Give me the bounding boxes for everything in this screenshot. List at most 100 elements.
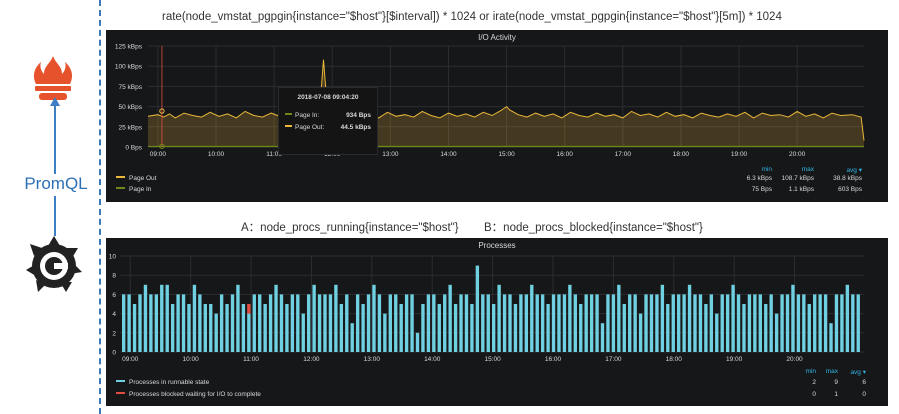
runnable-bar [530,284,534,352]
runnable-bar [230,294,235,352]
runnable-bar [486,294,490,352]
runnable-bar [573,294,577,352]
runnable-bar [290,294,295,352]
runnable-bar [279,294,284,352]
runnable-bar [470,304,474,352]
io-tooltip: 2018-07-08 09:04:20 Page In: 934 Bps Pag… [278,87,378,155]
runnable-bar [247,313,251,352]
runnable-bar [660,284,665,352]
runnable-bar [448,284,452,352]
runnable-bar [709,294,714,352]
runnable-bar [296,294,300,352]
proc-x-tick-label: 17:00 [605,356,622,363]
runnable-bar [753,294,757,352]
io-x-tick-label: 16:00 [557,151,574,158]
runnable-bar [225,304,229,352]
io-legend-item-page-in[interactable]: Page In [116,186,151,196]
runnable-bar [715,313,719,352]
runnable-bar [415,332,420,352]
proc-legend-header-avg[interactable]: avg ▾ [850,369,866,376]
runnable-bar [410,294,414,352]
proc-legend-item-runnable[interactable]: Processes in runnable state [116,379,209,389]
page-out-line [147,59,865,141]
io-legend-header-max[interactable]: max [801,166,814,173]
runnable-bar [644,294,648,352]
runnable-bar [214,313,218,352]
runnable-bar [851,294,855,352]
proc-legend-header-min[interactable]: min [805,368,816,375]
runnable-bar [774,313,779,352]
runnable-bar [258,294,262,352]
proc-y-tick-label: 6 [112,292,116,299]
io-x-tick-label: 15:00 [498,151,515,158]
runnable-bar [192,284,197,352]
runnable-bar [649,294,654,352]
proc-blocked-min: 0 [812,391,816,398]
io-page-in-min: 75 Bps [751,186,772,193]
tooltip-value-page-out: 44.5 kBps [340,124,371,131]
proc-x-tick-label: 18:00 [666,356,683,363]
io-page-out-max: 108.7 kBps [781,175,814,182]
proc-blocked-avg: 0 [862,391,866,398]
tooltip-label-page-in: Page In: [295,112,320,119]
tooltip-time: 2018-07-08 09:04:20 [297,94,359,101]
runnable-bar [317,294,322,352]
runnable-bar [432,294,436,352]
runnable-bar [513,304,518,352]
runnable-bar [176,294,180,352]
io-page-out-min: 6.3 kBps [746,175,772,182]
runnable-bar [611,294,616,352]
tooltip-swatch-page-in [285,113,292,116]
left-logo-column: PromQL [0,0,100,414]
running-query-caption: A：node_procs_running{instance="$host"} [241,222,459,234]
io-y-tick-label: 100 kBps [115,64,143,71]
runnable-bar [377,294,382,352]
runnable-bar [780,294,784,352]
runnable-bar [334,284,338,352]
proc-x-tick-label: 20:00 [786,356,803,363]
runnable-bar [589,294,594,352]
io-hover-point-in [159,143,165,149]
runnable-bar [350,323,354,352]
io-x-tick-label: 18:00 [673,151,690,158]
runnable-bar [796,294,801,352]
runnable-bar [823,294,828,352]
blocked-bar [247,304,251,314]
runnable-bar [747,294,752,352]
legend-swatch-runnable [116,380,125,383]
runnable-bar [481,294,485,352]
proc-x-tick-label: 10:00 [183,356,200,363]
io-legend-header-min[interactable]: min [761,166,772,173]
runnable-bar [236,284,240,352]
runnable-bar [453,304,458,352]
proc-x-tick-label: 14:00 [424,356,441,363]
proc-legend-header-max[interactable]: max [825,368,838,375]
io-legend-item-page-out[interactable]: Page Out [116,175,156,185]
proc-x-tick-label: 09:00 [122,356,139,363]
io-x-tick-label: 09:00 [150,151,167,158]
runnable-bar [459,294,463,352]
proc-blocked-max: 1 [834,391,838,398]
runnable-bar [628,294,632,352]
io-x-tick-label: 11:00 [266,151,282,158]
proc-legend-item-blocked[interactable]: Processes blocked waiting for I/O to com… [116,391,261,401]
io-page-in-avg: 603 Bps [838,186,862,193]
runnable-bar [540,294,545,352]
runnable-bar [606,294,610,352]
runnable-bar [383,313,387,352]
legend-swatch-blocked [116,392,125,395]
proc-y-tick-label: 4 [112,311,116,318]
proc-y-tick-label: 10 [109,254,117,261]
io-hover-point-out [159,108,165,114]
arrow-up-icon [50,97,60,106]
runnable-bar [742,304,746,352]
runnable-bar [677,294,681,352]
runnable-bar [345,294,349,352]
runnable-bar [807,304,811,352]
runnable-bar [551,294,556,352]
promql-label: PromQL [20,174,92,196]
runnable-bar [263,304,267,352]
io-legend-header-avg[interactable]: avg ▾ [846,167,862,174]
processes-panel: Processes 0 2 4 6 8 10 09:00 10:00 11:00 12:00 13:… [106,238,888,406]
divider-line [99,0,101,414]
